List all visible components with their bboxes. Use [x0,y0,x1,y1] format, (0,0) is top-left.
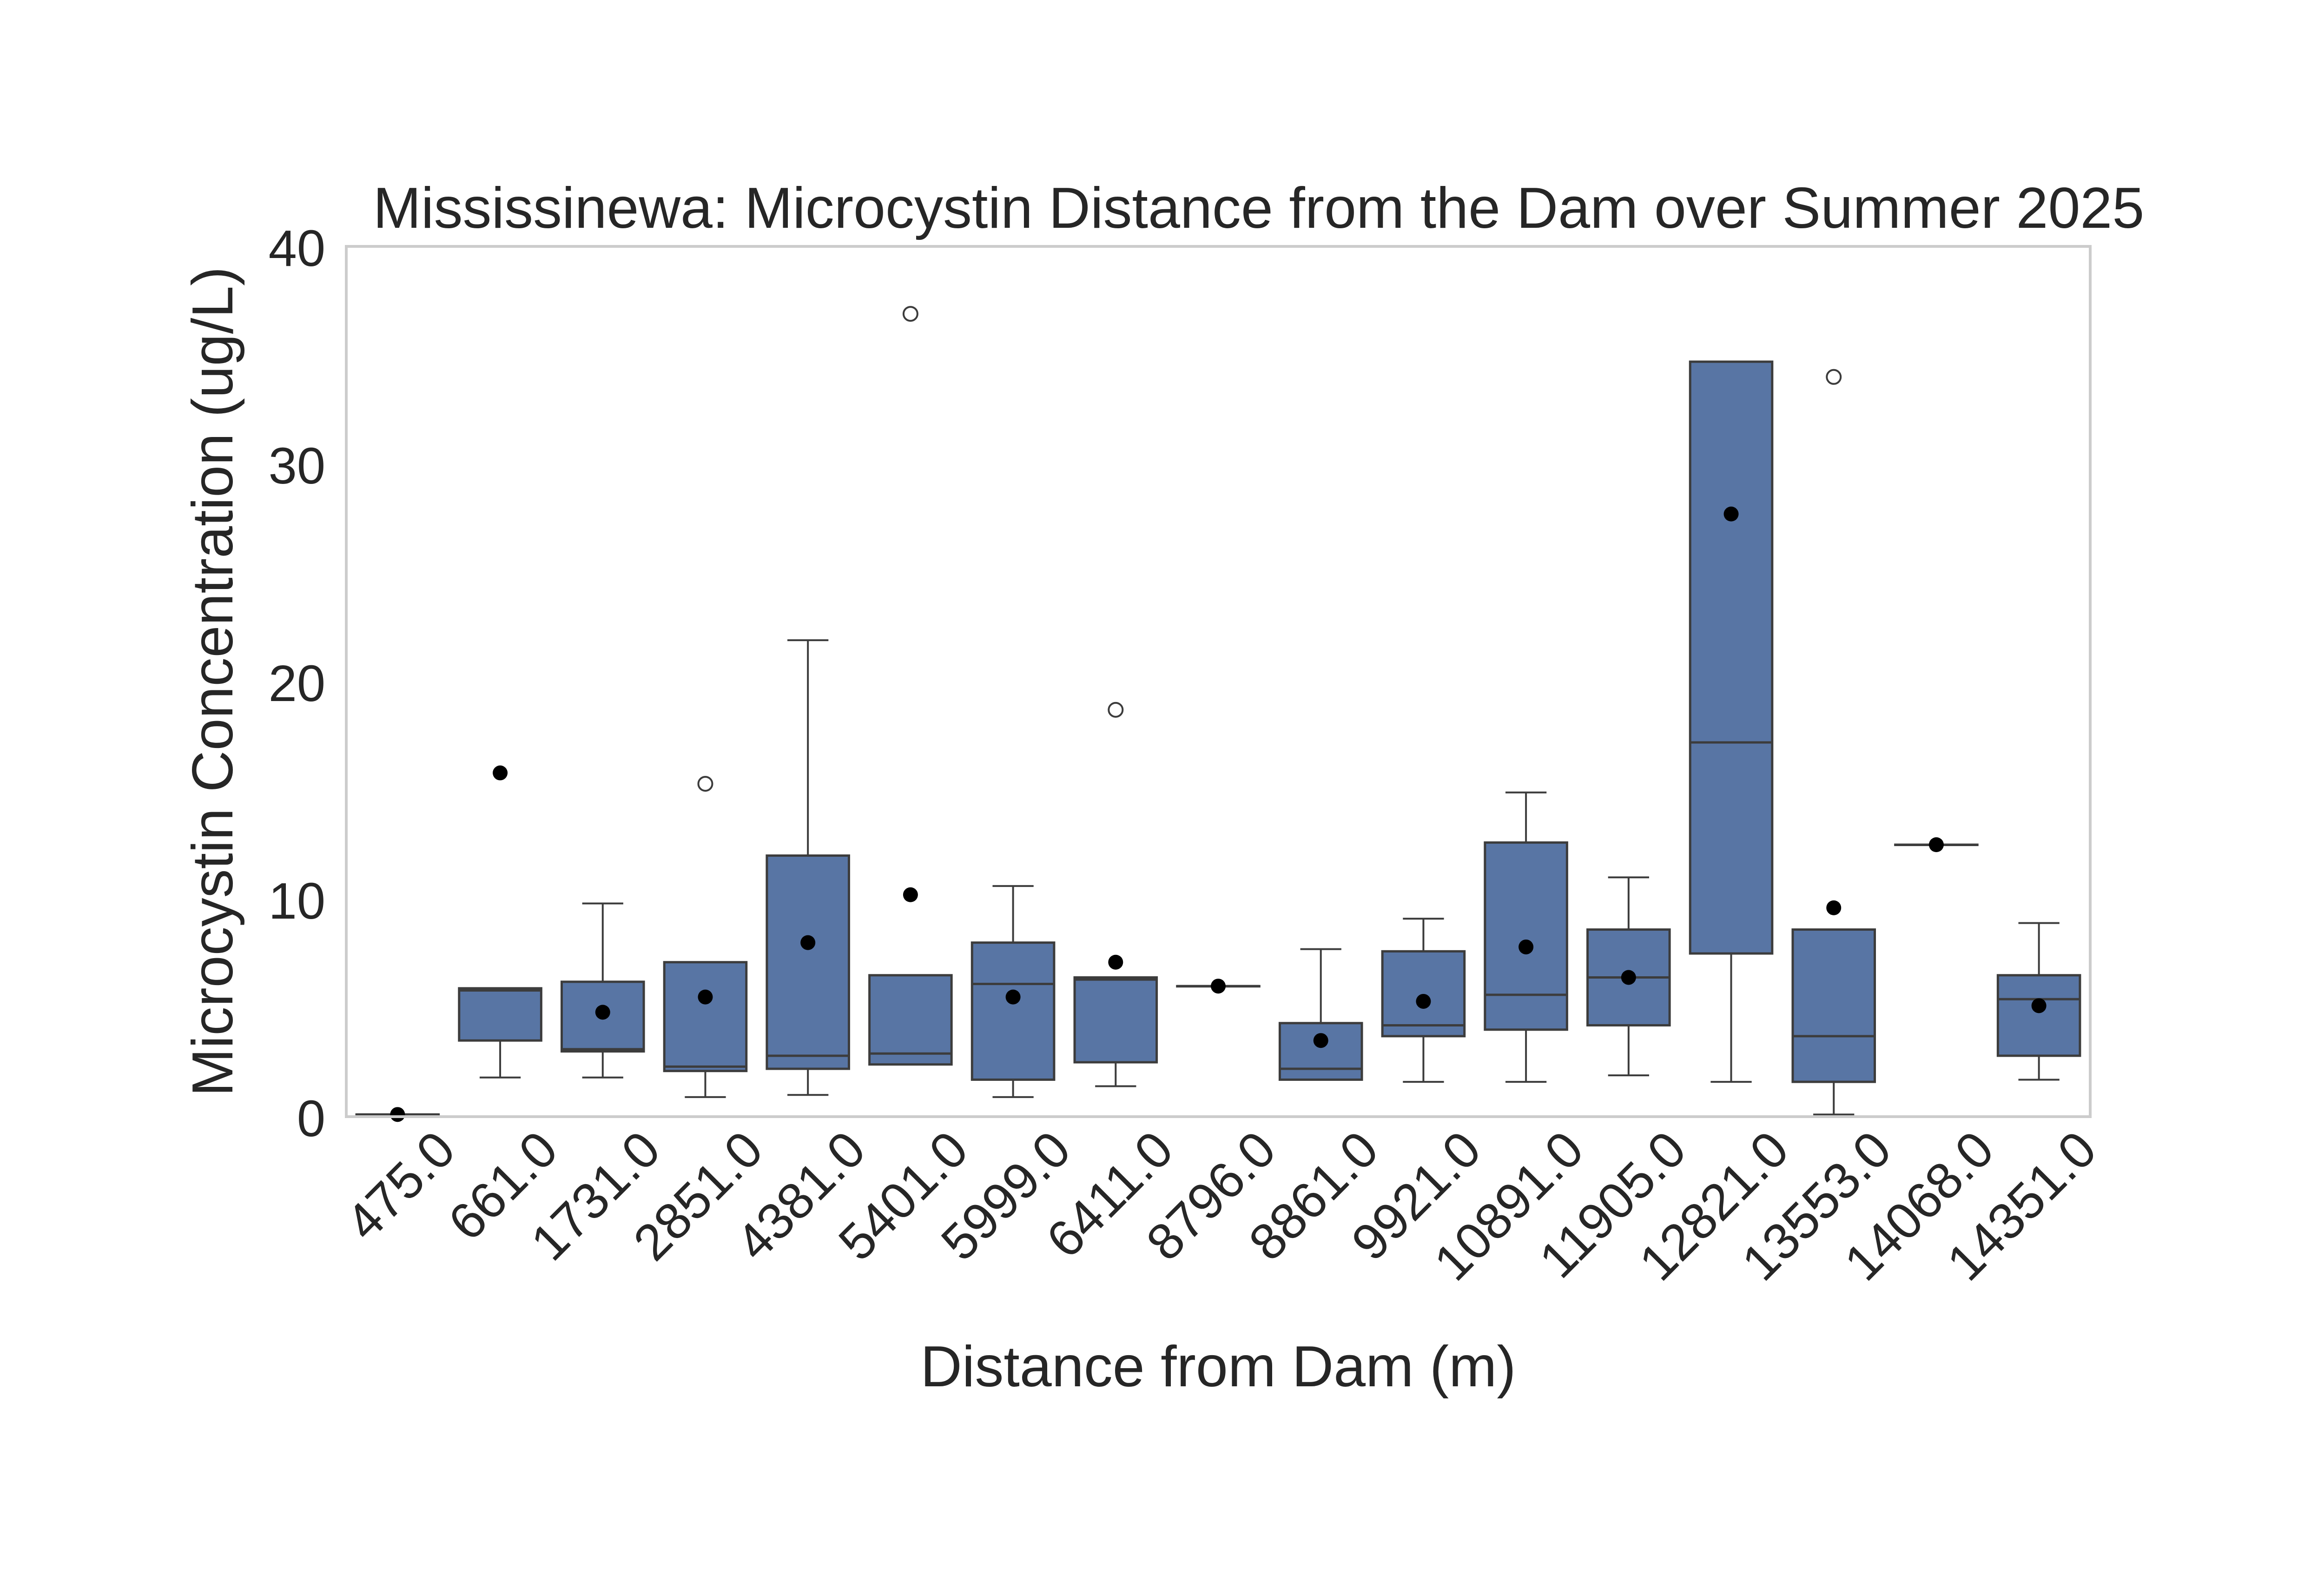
box [971,941,1056,1081]
boxes-layer [355,306,2081,1122]
box [766,854,850,1070]
plot-frame [345,245,2092,1118]
box-group [1586,876,1671,1077]
chart-title: Mississinewa: Microcystin Distance from … [373,176,2145,240]
mean-point [595,1005,610,1020]
box [1278,1022,1363,1081]
box [560,980,645,1053]
box [663,961,748,1072]
box-group [1073,702,1158,1087]
box-group [766,639,850,1096]
box [1791,928,1876,1083]
box-group [1381,918,1466,1083]
outlier-point [1826,369,1842,385]
box-group [1996,922,2081,1081]
x-tick-label: 475.0 [335,1120,466,1251]
box-group [458,765,542,1079]
mean-point [1005,989,1021,1005]
box [1381,950,1466,1038]
y-tick-label: 30 [269,437,325,495]
box-group [1791,369,1876,1116]
mean-point [390,1107,405,1122]
y-axis-label: Microcystin Concentration (ug/L) [181,267,245,1097]
x-axis-ticks: 475.0661.01731.02851.04381.05401.05999.0… [335,1120,2107,1291]
box-group [971,885,1056,1098]
mean-point [2031,998,2047,1013]
box-group [1484,791,1568,1083]
mean-point [1416,993,1431,1009]
mean-point [1108,954,1123,970]
mean-point [1928,837,1944,852]
outlier-point [697,775,713,792]
box-group [1894,837,1979,852]
box [1996,974,2081,1057]
box-group [1278,948,1363,1081]
mean-point [1211,979,1226,994]
mean-point [1519,939,1534,954]
mean-point [698,989,713,1005]
mean-point [1723,506,1739,522]
box [1689,360,1774,955]
box [868,974,953,1066]
outlier-point [1108,702,1124,718]
mean-point [903,887,918,902]
box [458,987,542,1042]
box-group [663,775,748,1098]
box-group [1689,360,1774,1083]
mean-point [1621,970,1636,985]
outlier-point [902,306,918,322]
mean-point [800,935,816,950]
mean-point [1826,900,1842,915]
box-group [560,902,645,1079]
x-axis-label: Distance from Dam (m) [920,1335,1516,1399]
mean-point [1313,1033,1328,1048]
box-group [868,306,953,1066]
y-tick-label: 10 [269,873,325,930]
mean-point [493,765,508,781]
y-tick-label: 20 [269,655,325,712]
y-tick-label: 0 [297,1090,325,1147]
y-axis-ticks: 0 10 20 30 40 [269,220,325,1147]
box-group [355,1107,440,1122]
box [1484,841,1568,1031]
y-tick-label: 40 [269,220,325,277]
box-group [1176,979,1261,994]
box [1073,976,1158,1064]
